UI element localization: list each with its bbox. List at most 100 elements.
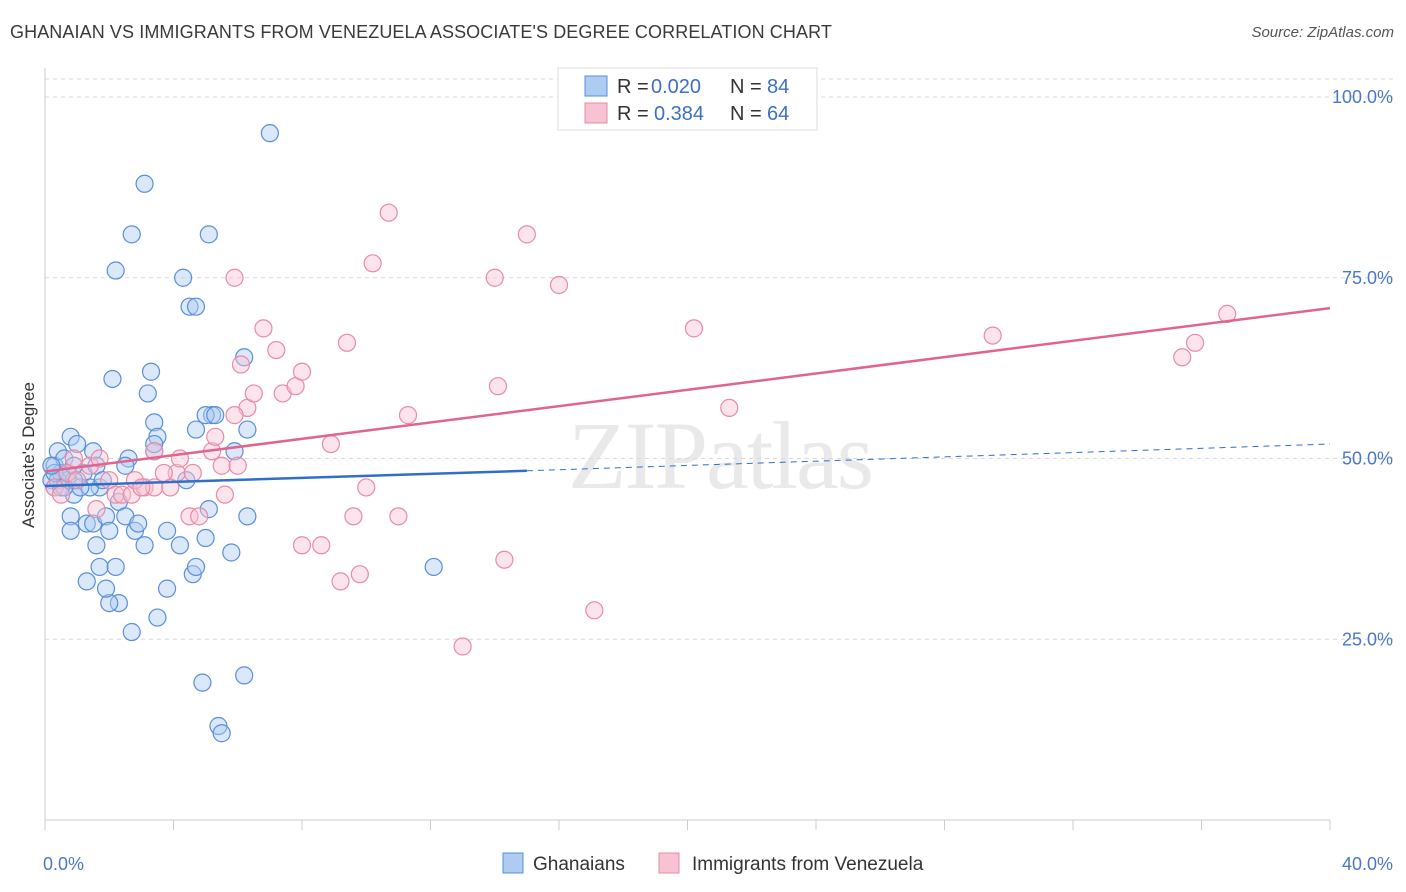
y-tick-label: 100.0% xyxy=(1332,87,1393,107)
y-tick-label: 50.0% xyxy=(1342,449,1393,469)
legend-n-label-blue: N = xyxy=(730,76,762,98)
point-venezuela xyxy=(312,536,331,555)
legend-n-value-pink: 64 xyxy=(767,103,789,125)
point-venezuela xyxy=(45,478,64,497)
point-ghanaian xyxy=(186,557,206,577)
point-venezuela xyxy=(90,449,109,468)
point-ghanaian xyxy=(135,536,154,555)
point-venezuela xyxy=(180,507,199,526)
point-ghanaian xyxy=(235,666,254,685)
point-ghanaian xyxy=(122,622,141,642)
point-ghanaian xyxy=(260,124,279,143)
point-ghanaian xyxy=(61,507,80,526)
point-ghanaian xyxy=(222,543,241,562)
point-ghanaian xyxy=(238,420,257,439)
point-ghanaian xyxy=(170,536,190,555)
point-ghanaian xyxy=(77,572,96,591)
point-venezuela xyxy=(331,572,350,591)
y-tick-label: 25.0% xyxy=(1342,629,1393,649)
point-venezuela xyxy=(212,456,231,475)
point-ghanaian xyxy=(196,528,215,548)
point-venezuela xyxy=(350,565,369,584)
point-ghanaian xyxy=(186,297,206,316)
point-ghanaian xyxy=(193,673,212,692)
point-venezuela xyxy=(321,434,341,454)
point-venezuela xyxy=(488,377,508,396)
point-ghanaian xyxy=(106,261,125,280)
series-ghanaians xyxy=(42,124,443,743)
series-venezuela xyxy=(45,203,1237,656)
watermark: ZIPatlas xyxy=(568,402,872,509)
point-venezuela xyxy=(1173,348,1192,367)
point-ghanaian xyxy=(196,406,215,425)
point-ghanaian xyxy=(199,500,218,519)
point-ghanaian xyxy=(84,442,103,461)
point-venezuela xyxy=(684,319,704,338)
point-ghanaian xyxy=(61,427,80,446)
point-ghanaian xyxy=(77,514,96,533)
point-venezuela xyxy=(244,384,263,403)
point-ghanaian xyxy=(100,521,119,540)
point-venezuela xyxy=(344,507,363,526)
point-venezuela xyxy=(112,485,132,504)
point-ghanaian xyxy=(129,514,148,533)
source-label: Source: ZipAtlas.com xyxy=(1251,24,1394,41)
point-venezuela xyxy=(495,550,514,569)
point-ghanaian xyxy=(212,724,231,743)
y-tick-label: 75.0% xyxy=(1342,268,1393,288)
point-ghanaian xyxy=(109,593,128,613)
point-venezuela xyxy=(337,333,357,352)
point-venezuela xyxy=(1185,333,1205,352)
legend-r-label-blue: R = xyxy=(617,76,649,98)
point-venezuela xyxy=(228,456,247,475)
point-venezuela xyxy=(64,449,84,468)
point-venezuela xyxy=(215,485,234,504)
point-ghanaian xyxy=(199,225,218,244)
bottom-legend: Ghanaians Immigrants from Venezuela xyxy=(502,852,924,875)
legend-swatch-pink xyxy=(584,102,608,124)
point-ghanaian xyxy=(96,507,116,526)
point-venezuela xyxy=(206,427,225,446)
trend-line-ghanaians-extension xyxy=(526,443,1331,472)
x-tick-label: 0.0% xyxy=(43,854,84,874)
axes xyxy=(44,68,1331,830)
bottom-legend-swatch-blue xyxy=(502,852,524,874)
point-ghanaian xyxy=(157,579,177,598)
point-venezuela xyxy=(549,275,569,295)
tick-labels: 25.0% 50.0% 75.0% 100.0% 0.0% 40.0% xyxy=(43,87,1393,874)
point-venezuela xyxy=(225,268,244,287)
point-ghanaian xyxy=(148,608,167,627)
point-venezuela xyxy=(720,398,739,417)
point-venezuela xyxy=(292,362,312,381)
legend-n-value-blue: 84 xyxy=(767,76,789,98)
trend-line-venezuela xyxy=(44,306,1331,473)
point-ghanaian xyxy=(100,593,119,613)
point-venezuela xyxy=(106,485,125,504)
point-venezuela xyxy=(357,478,376,497)
point-venezuela xyxy=(183,463,202,483)
point-venezuela xyxy=(453,637,472,656)
bottom-legend-label-ghanaians: Ghanaians xyxy=(533,854,625,875)
point-venezuela xyxy=(517,225,536,244)
point-ghanaian xyxy=(138,384,157,403)
point-venezuela xyxy=(225,406,244,425)
point-ghanaian xyxy=(145,413,164,432)
bottom-legend-swatch-pink xyxy=(658,852,680,874)
point-venezuela xyxy=(145,442,164,461)
point-venezuela xyxy=(363,254,382,273)
point-venezuela xyxy=(132,478,151,497)
point-ghanaian xyxy=(135,174,154,193)
point-venezuela xyxy=(983,326,1002,345)
point-venezuela xyxy=(51,485,71,504)
point-venezuela xyxy=(231,355,251,374)
legend: R = 0.020 N = 84 R = 0.384 N = 64 xyxy=(557,67,818,131)
point-ghanaian xyxy=(122,225,141,244)
point-ghanaian xyxy=(68,434,87,454)
point-venezuela xyxy=(585,601,604,620)
point-ghanaian xyxy=(186,420,206,439)
x-tick-label: 40.0% xyxy=(1342,854,1393,874)
point-ghanaian xyxy=(174,268,193,287)
point-ghanaian xyxy=(61,521,80,540)
point-venezuela xyxy=(389,507,408,526)
